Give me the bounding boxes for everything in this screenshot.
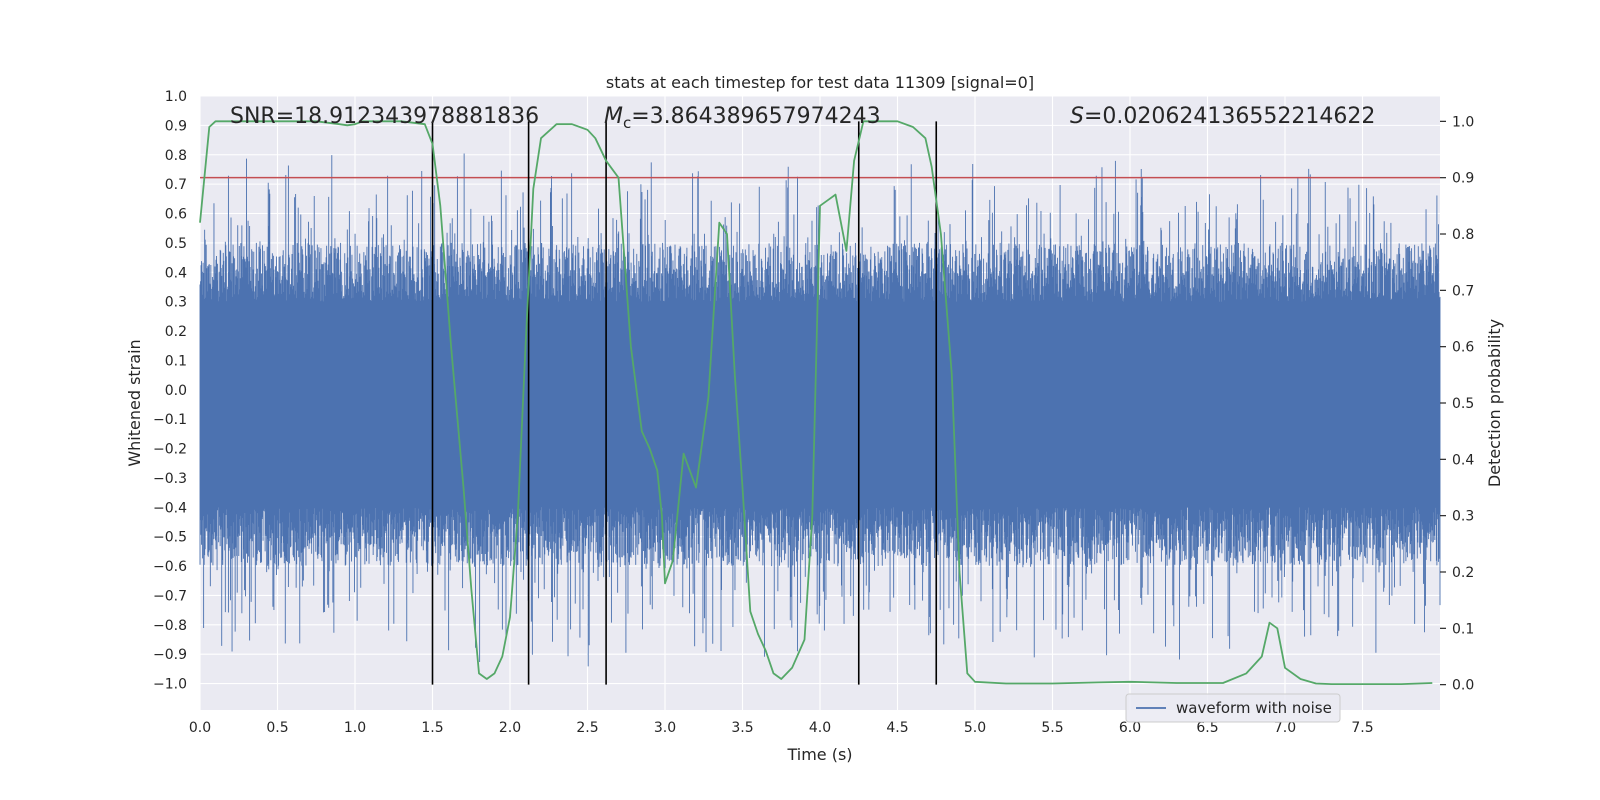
strain-trace-path — [199, 153, 1441, 667]
x-tick-label: 1.5 — [421, 720, 443, 736]
s-value: =0.020624136552214622 — [1084, 104, 1375, 129]
chirp-mass-subscript: c — [623, 114, 631, 132]
x-axis-label: Time (s) — [786, 745, 852, 764]
x-tick-label: 6.0 — [1119, 720, 1141, 736]
left-y-tick-label: −0.4 — [153, 500, 187, 516]
x-tick-label: 0.0 — [189, 720, 211, 736]
right-y-tick-label: 0.0 — [1452, 678, 1474, 694]
left-y-tick-label: 0.8 — [165, 148, 187, 164]
left-y-tick-label: 0.5 — [165, 236, 187, 252]
x-tick-label: 7.0 — [1274, 720, 1296, 736]
left-y-tick-label: −1.0 — [153, 677, 187, 693]
left-y-tick-label: −0.3 — [153, 471, 187, 487]
right-y-tick-label: 0.4 — [1452, 452, 1474, 468]
strain-trace — [199, 153, 1441, 667]
right-y-tick-label: 0.7 — [1452, 283, 1474, 299]
left-y-tick-label: −0.1 — [153, 412, 187, 428]
s-symbol: S — [1070, 104, 1084, 129]
left-y-tick-label: 0.6 — [165, 207, 187, 223]
x-tick-label: 5.0 — [964, 720, 986, 736]
left-axis-ticks: 1.0 0.9 0.8 0.7 0.6 0.5 0.4 0.3 0.2 0.1 0.0 −0.1 −0.… — [153, 89, 187, 693]
x-tick-label: 1.0 — [344, 720, 366, 736]
left-y-tick-label: 0.2 — [165, 324, 187, 340]
chart-title: stats at each timestep for test data 113… — [606, 73, 1034, 92]
s-annotation: S=0.020624136552214622 — [1070, 104, 1375, 129]
left-axis-label: Whitened strain — [125, 339, 144, 466]
left-y-tick-label: −0.6 — [153, 559, 187, 575]
left-y-tick-label: 0.4 — [165, 265, 187, 281]
x-tick-label: 7.5 — [1351, 720, 1373, 736]
left-y-tick-label: −0.2 — [153, 442, 187, 458]
x-tick-label: 0.5 — [266, 720, 288, 736]
right-y-tick-label: 0.6 — [1452, 340, 1474, 356]
right-y-tick-label: 0.8 — [1452, 227, 1474, 243]
left-y-tick-label: 0.0 — [165, 383, 187, 399]
x-tick-label: 4.0 — [809, 720, 831, 736]
legend-box — [1125, 693, 1341, 723]
right-y-tick-label: 1.0 — [1452, 114, 1474, 130]
left-y-tick-label: 0.9 — [165, 118, 187, 134]
x-tick-label: 2.0 — [499, 720, 521, 736]
left-y-tick-label: −0.9 — [153, 647, 187, 663]
right-y-tick-label: 0.9 — [1452, 171, 1474, 187]
legend-label-strain: waveform with noise — [1176, 699, 1332, 717]
snr-annotation: SNR=18.912343978881836 — [230, 104, 539, 129]
left-y-tick-label: −0.7 — [153, 588, 187, 604]
legend: waveform with noise — [1125, 693, 1341, 723]
right-y-tick-label: 0.1 — [1452, 621, 1474, 637]
x-tick-label: 6.5 — [1196, 720, 1218, 736]
right-axis-label: Detection probability — [1485, 319, 1504, 487]
right-y-tick-label: 0.5 — [1452, 396, 1474, 412]
left-y-tick-label: 0.3 — [165, 295, 187, 311]
left-y-tick-label: 0.1 — [165, 353, 187, 369]
event-lines — [431, 121, 938, 685]
left-y-tick-label: −0.8 — [153, 618, 187, 634]
x-tick-label: 3.5 — [731, 720, 753, 736]
x-tick-label: 2.5 — [576, 720, 598, 736]
chirp-mass-symbol: M — [604, 104, 623, 129]
right-axis-ticks: 1.0 0.9 0.8 0.7 0.6 0.5 0.4 0.3 0.2 0.1 0.0 — [1440, 114, 1474, 694]
left-y-tick-label: 0.7 — [165, 177, 187, 193]
probability-line — [199, 120, 1433, 685]
chirp-mass-value: =3.864389657974243 — [631, 104, 880, 129]
x-tick-label: 5.5 — [1041, 720, 1063, 736]
x-tick-label: 4.5 — [886, 720, 908, 736]
x-axis-ticks: 0.0 0.5 1.0 1.5 2.0 2.5 3.0 3.5 4.0 4.5 5.0 5.5 6.0 6… — [189, 720, 1374, 736]
probability-layer — [199, 120, 1433, 685]
right-y-tick-label: 0.2 — [1452, 565, 1474, 581]
left-y-tick-label: −0.5 — [153, 530, 187, 546]
x-tick-label: 3.0 — [654, 720, 676, 736]
right-y-tick-label: 0.3 — [1452, 509, 1474, 525]
chirp-mass-annotation: Mc=3.864389657974243 — [604, 104, 881, 132]
left-y-tick-label: 1.0 — [165, 89, 187, 105]
